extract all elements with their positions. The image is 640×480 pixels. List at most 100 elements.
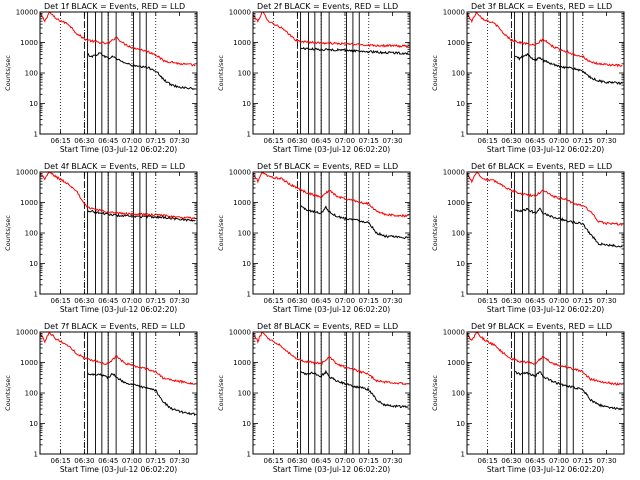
y-tick-label: 1 (34, 451, 38, 459)
plot-frame (466, 171, 625, 295)
x-tick-label: 07:00 (335, 457, 355, 465)
events-rate-line (514, 207, 623, 248)
x-tick-label: 07:15 (359, 137, 379, 145)
plot-frame (39, 171, 198, 295)
y-tick-label: 1 (247, 291, 251, 299)
x-tick-label: 07:15 (146, 137, 166, 145)
y-tick-label: 1 (461, 451, 465, 459)
x-tick-label: 07:30 (382, 137, 402, 145)
x-tick-label: 07:00 (549, 457, 569, 465)
y-axis-label: Counts/sec (4, 375, 12, 411)
x-tick-label: 06:15 (51, 137, 71, 145)
y-axis-label: Counts/sec (431, 55, 439, 91)
events-rate-line (514, 52, 623, 86)
x-tick-label: 07:15 (146, 457, 166, 465)
x-tick-label: 07:15 (573, 297, 593, 305)
x-tick-label: 06:45 (525, 137, 545, 145)
x-tick-label: 06:15 (478, 137, 498, 145)
x-tick-label: 07:15 (359, 457, 379, 465)
y-tick-label: 10000 (443, 9, 465, 17)
x-tick-label: 06:15 (51, 297, 71, 305)
plot-frame (466, 11, 625, 135)
y-tick-label: 1 (461, 291, 465, 299)
x-tick-label: 06:30 (287, 457, 307, 465)
x-tick-label: 07:00 (122, 137, 142, 145)
x-tick-label: 06:15 (264, 457, 284, 465)
y-tick-label: 1 (34, 131, 38, 139)
y-tick-label: 10000 (16, 329, 38, 337)
y-tick-label: 10 (456, 420, 465, 428)
y-tick-label: 10 (29, 420, 38, 428)
events-rate-line (300, 46, 409, 56)
y-tick-label: 10000 (16, 169, 38, 177)
plot-frame (252, 11, 411, 135)
y-tick-label: 1000 (233, 39, 251, 47)
x-tick-label: 07:00 (122, 297, 142, 305)
lld-rate-line (467, 12, 623, 68)
y-tick-label: 10 (242, 100, 251, 108)
y-tick-label: 100 (25, 70, 38, 78)
x-axis-label: Start Time (03-Jul-12 06:02:20) (487, 465, 604, 474)
x-tick-label: 06:15 (478, 297, 498, 305)
x-tick-label: 06:45 (311, 137, 331, 145)
y-tick-label: 10 (456, 260, 465, 268)
y-tick-label: 1000 (20, 39, 38, 47)
events-rate-line (514, 370, 623, 411)
y-tick-label: 1000 (20, 359, 38, 367)
x-axis-label: Start Time (03-Jul-12 06:02:20) (487, 305, 604, 314)
lld-rate-line (467, 172, 623, 226)
plot-frame (39, 331, 198, 455)
events-rate-line (87, 52, 196, 91)
x-tick-label: 06:45 (525, 457, 545, 465)
x-tick-label: 07:00 (122, 457, 142, 465)
y-tick-label: 100 (452, 230, 465, 238)
plot-frame (39, 11, 198, 135)
x-tick-label: 06:15 (264, 297, 284, 305)
panel-title: Det 6f BLACK = Events, RED = LLD (471, 162, 612, 171)
y-tick-label: 100 (452, 390, 465, 398)
y-axis-label: Counts/sec (431, 375, 439, 411)
x-axis-label: Start Time (03-Jul-12 06:02:20) (60, 145, 177, 154)
y-tick-label: 10000 (443, 329, 465, 337)
lld-rate-line (253, 172, 409, 218)
x-tick-label: 07:30 (596, 137, 616, 145)
lld-rate-line (253, 332, 409, 386)
x-tick-label: 07:00 (335, 297, 355, 305)
y-tick-label: 1000 (20, 199, 38, 207)
y-tick-label: 1 (461, 131, 465, 139)
panel-title: Det 8f BLACK = Events, RED = LLD (257, 322, 398, 331)
x-tick-label: 06:30 (74, 457, 94, 465)
x-tick-label: 07:15 (573, 457, 593, 465)
events-rate-line (300, 204, 409, 240)
x-tick-label: 06:15 (51, 457, 71, 465)
x-tick-label: 06:30 (501, 137, 521, 145)
x-axis-label: Start Time (03-Jul-12 06:02:20) (60, 305, 177, 314)
panel-title: Det 9f BLACK = Events, RED = LLD (471, 322, 612, 331)
x-tick-label: 06:45 (311, 457, 331, 465)
y-tick-label: 10 (29, 100, 38, 108)
y-tick-label: 10 (29, 260, 38, 268)
x-tick-label: 06:30 (74, 137, 94, 145)
y-tick-label: 100 (238, 390, 251, 398)
x-tick-label: 06:30 (501, 297, 521, 305)
x-tick-label: 06:30 (287, 137, 307, 145)
x-tick-label: 06:45 (98, 297, 118, 305)
y-axis-label: Counts/sec (4, 215, 12, 251)
x-tick-label: 07:15 (359, 297, 379, 305)
events-rate-line (300, 369, 409, 409)
y-tick-label: 100 (25, 230, 38, 238)
panel-title: Det 3f BLACK = Events, RED = LLD (471, 2, 612, 11)
x-tick-label: 06:45 (525, 297, 545, 305)
y-axis-label: Counts/sec (217, 375, 225, 411)
x-axis-label: Start Time (03-Jul-12 06:02:20) (273, 145, 390, 154)
x-tick-label: 07:00 (549, 297, 569, 305)
y-axis-label: Counts/sec (217, 55, 225, 91)
y-tick-label: 1000 (447, 39, 465, 47)
x-tick-label: 06:45 (311, 297, 331, 305)
